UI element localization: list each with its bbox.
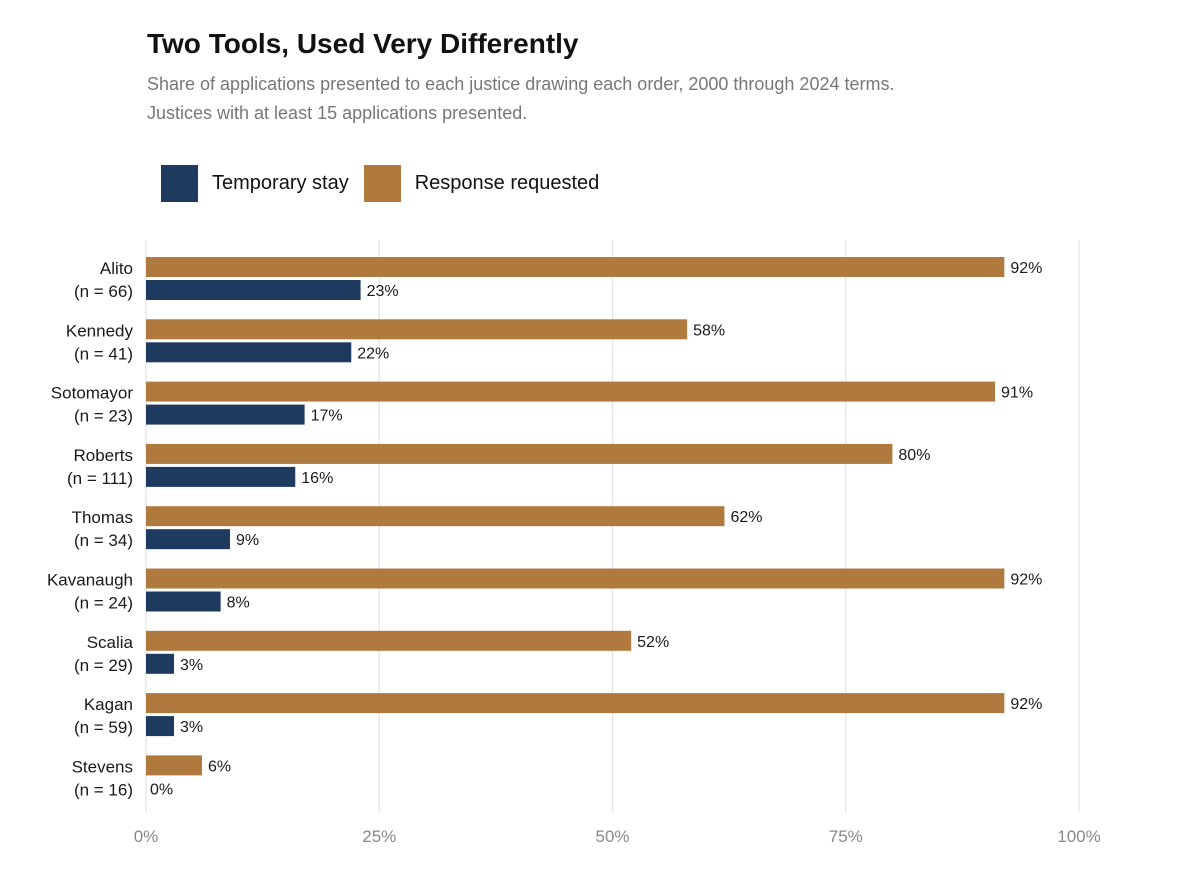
category-n-label-roberts: (n = 111) bbox=[67, 469, 133, 488]
bar-response-requested-kavanaugh bbox=[146, 568, 1005, 589]
data-label-temporary-stay-kagan: 3% bbox=[180, 719, 203, 736]
data-label-response-requested-kavanaugh: 92% bbox=[1010, 572, 1042, 589]
category-label-kavanaugh: Kavanaugh bbox=[47, 571, 133, 590]
chart-subtitle: Share of applications presented to each … bbox=[147, 70, 894, 128]
data-label-temporary-stay-roberts: 16% bbox=[301, 470, 333, 487]
bar-response-requested-thomas bbox=[146, 506, 725, 527]
bar-temporary-stay-kavanaugh bbox=[146, 591, 221, 612]
category-label-kagan: Kagan bbox=[84, 695, 133, 714]
data-label-response-requested-stevens: 6% bbox=[208, 758, 231, 775]
data-label-response-requested-kagan: 92% bbox=[1010, 696, 1042, 713]
category-label-roberts: Roberts bbox=[73, 446, 133, 465]
legend-item-response-requested: Response requested bbox=[363, 164, 600, 202]
bar-temporary-stay-roberts bbox=[146, 466, 296, 487]
category-n-label-alito: (n = 66) bbox=[74, 282, 133, 301]
bar-temporary-stay-kagan bbox=[146, 716, 174, 737]
data-label-temporary-stay-scalia: 3% bbox=[180, 657, 203, 674]
bar-response-requested-kennedy bbox=[146, 319, 688, 340]
bar-response-requested-sotomayor bbox=[146, 381, 996, 402]
bar-response-requested-scalia bbox=[146, 630, 632, 651]
category-n-label-sotomayor: (n = 23) bbox=[74, 407, 133, 426]
subtitle-line-1: Share of applications presented to each … bbox=[147, 74, 895, 94]
data-label-response-requested-kennedy: 58% bbox=[693, 322, 725, 339]
bar-temporary-stay-thomas bbox=[146, 529, 230, 550]
data-label-temporary-stay-alito: 23% bbox=[367, 283, 399, 300]
data-label-response-requested-roberts: 80% bbox=[898, 447, 930, 464]
category-label-thomas: Thomas bbox=[72, 508, 133, 527]
category-label-stevens: Stevens bbox=[72, 757, 133, 776]
legend-swatch-response-requested bbox=[363, 164, 401, 202]
bar-temporary-stay-sotomayor bbox=[146, 404, 305, 425]
bar-response-requested-roberts bbox=[146, 443, 893, 464]
data-label-response-requested-thomas: 62% bbox=[730, 509, 762, 526]
bar-temporary-stay-kennedy bbox=[146, 342, 352, 363]
category-label-alito: Alito bbox=[100, 259, 133, 278]
chart-legend: Temporary stay Response requested bbox=[161, 164, 614, 202]
data-label-response-requested-alito: 92% bbox=[1010, 260, 1042, 277]
x-tick-label-25: 25% bbox=[362, 827, 396, 846]
legend-label-response-requested: Response requested bbox=[414, 171, 600, 194]
data-label-temporary-stay-kennedy: 22% bbox=[357, 345, 389, 362]
x-tick-label-50: 50% bbox=[595, 827, 629, 846]
subtitle-line-2: Justices with at least 15 applications p… bbox=[147, 103, 528, 123]
category-n-label-stevens: (n = 16) bbox=[74, 780, 133, 799]
data-label-temporary-stay-thomas: 9% bbox=[236, 532, 259, 549]
x-tick-label-0: 0% bbox=[134, 827, 159, 846]
data-label-response-requested-sotomayor: 91% bbox=[1001, 385, 1033, 402]
legend-item-temporary-stay: Temporary stay bbox=[161, 164, 349, 202]
legend-swatch-temporary-stay bbox=[161, 164, 198, 202]
category-n-label-scalia: (n = 29) bbox=[74, 656, 133, 675]
x-tick-label-75: 75% bbox=[829, 827, 863, 846]
bar-response-requested-alito bbox=[146, 257, 1005, 277]
data-label-temporary-stay-kavanaugh: 8% bbox=[227, 595, 250, 612]
legend-label-temporary-stay: Temporary stay bbox=[212, 171, 349, 194]
bar-temporary-stay-alito bbox=[146, 280, 361, 300]
data-label-response-requested-scalia: 52% bbox=[637, 634, 669, 651]
category-n-label-kavanaugh: (n = 24) bbox=[74, 594, 133, 613]
data-label-temporary-stay-stevens: 0% bbox=[150, 781, 173, 798]
bar-response-requested-stevens bbox=[146, 755, 202, 776]
chart-title: Two Tools, Used Very Differently bbox=[147, 28, 579, 59]
category-label-scalia: Scalia bbox=[87, 633, 134, 652]
category-label-sotomayor: Sotomayor bbox=[51, 384, 134, 403]
x-tick-label-100: 100% bbox=[1057, 827, 1100, 846]
data-label-temporary-stay-sotomayor: 17% bbox=[311, 408, 343, 425]
bar-response-requested-kagan bbox=[146, 693, 1005, 714]
category-n-label-kagan: (n = 59) bbox=[74, 718, 133, 737]
category-label-kennedy: Kennedy bbox=[66, 321, 134, 340]
category-n-label-kennedy: (n = 41) bbox=[74, 344, 133, 363]
category-n-label-thomas: (n = 34) bbox=[74, 531, 133, 550]
bar-temporary-stay-scalia bbox=[146, 653, 174, 674]
